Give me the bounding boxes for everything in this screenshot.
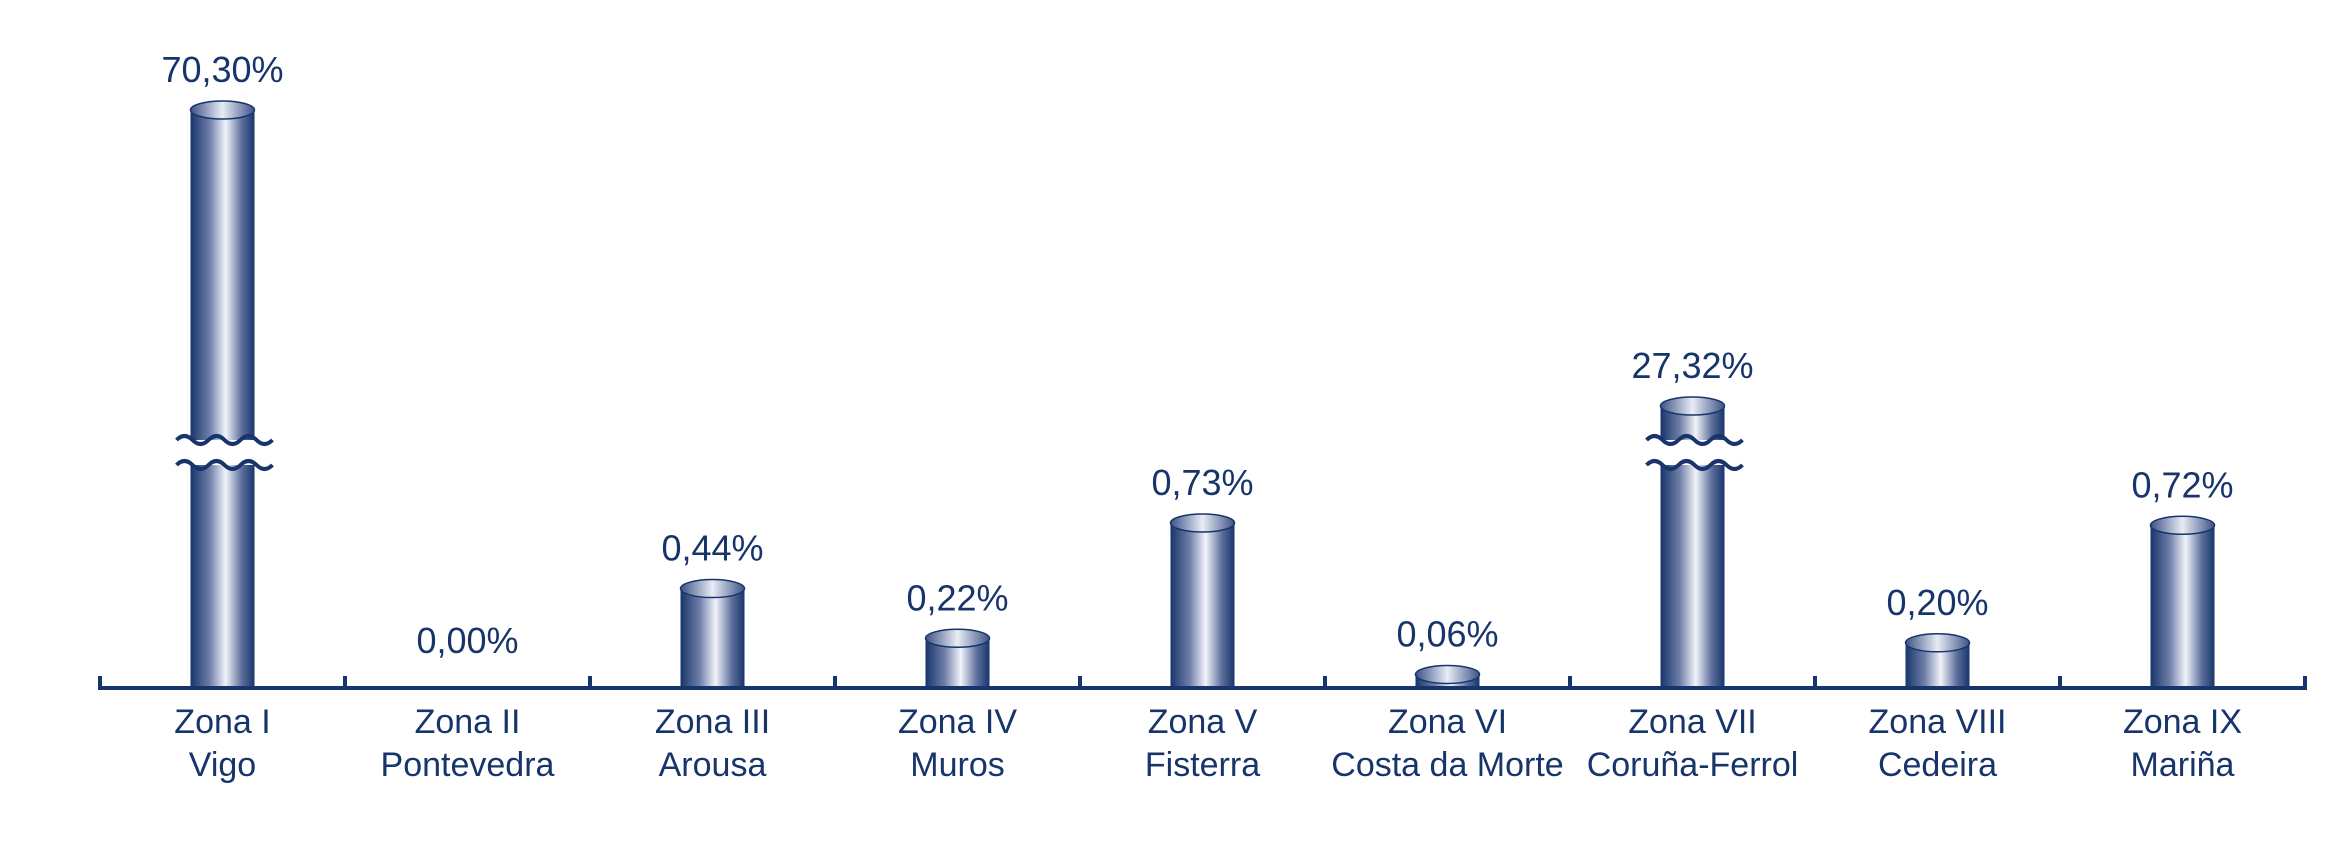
category-label-zone: Zona II (415, 703, 521, 741)
category-label-zone: Zona VI (1388, 703, 1507, 741)
bar-cap (2149, 515, 2216, 536)
category-label-place: Coruña-Ferrol (1587, 746, 1799, 784)
bar-value-label: 0,72% (2131, 464, 2233, 505)
category-label-zone: Zona III (655, 703, 770, 741)
x-axis (98, 676, 2307, 690)
bar-cap (1414, 664, 1481, 685)
bar-cap (924, 628, 991, 649)
category-label-place: Cedeira (1878, 746, 1997, 784)
category-label-place: Fisterra (1145, 746, 1260, 784)
category-label-place: Pontevedra (381, 746, 555, 784)
category-label-zone: Zona VIII (1869, 703, 2007, 741)
axis-break-mark (175, 434, 274, 446)
bar-cap (1659, 396, 1726, 416)
category-label-zone: Zona V (1148, 703, 1258, 741)
labels-layer: 70,30% Zona I Vigo 0,00% Zona II Pontevedra 0,… (161, 49, 2242, 784)
bar (190, 110, 255, 688)
axis-break-mark (175, 459, 274, 471)
bar-cap (1169, 513, 1236, 533)
bar-value-label: 27,32% (1631, 345, 1753, 386)
bar-value-label: 0,06% (1396, 613, 1498, 654)
category-label-place: Vigo (189, 746, 256, 784)
bar (680, 588, 745, 688)
category-label-place: Muros (910, 746, 1004, 784)
bar (2150, 525, 2215, 688)
bars-layer (170, 100, 2216, 688)
bar-value-label: 0,20% (1886, 582, 1988, 623)
bar-value-label: 0,44% (661, 528, 763, 569)
category-label-place: Mariña (2131, 746, 2235, 784)
bar-cap (679, 578, 746, 599)
bar (1170, 523, 1235, 688)
axis-break-mark (1645, 434, 1744, 446)
bar-cap (1904, 633, 1971, 653)
bar-value-label: 0,73% (1151, 462, 1253, 503)
bar-value-label: 0,00% (416, 620, 518, 661)
category-label-zone: Zona I (174, 703, 270, 741)
category-label-zone: Zona VII (1628, 703, 1757, 741)
bar-value-label: 0,22% (906, 577, 1008, 618)
category-label-place: Arousa (659, 746, 767, 784)
category-label-zone: Zona IX (2123, 703, 2242, 741)
category-label-place: Costa da Morte (1331, 746, 1563, 784)
category-label-zone: Zona IV (898, 703, 1017, 741)
bar-value-label: 70,30% (161, 49, 283, 90)
axis-break-mark (1645, 459, 1744, 471)
bar-cap (189, 100, 256, 120)
